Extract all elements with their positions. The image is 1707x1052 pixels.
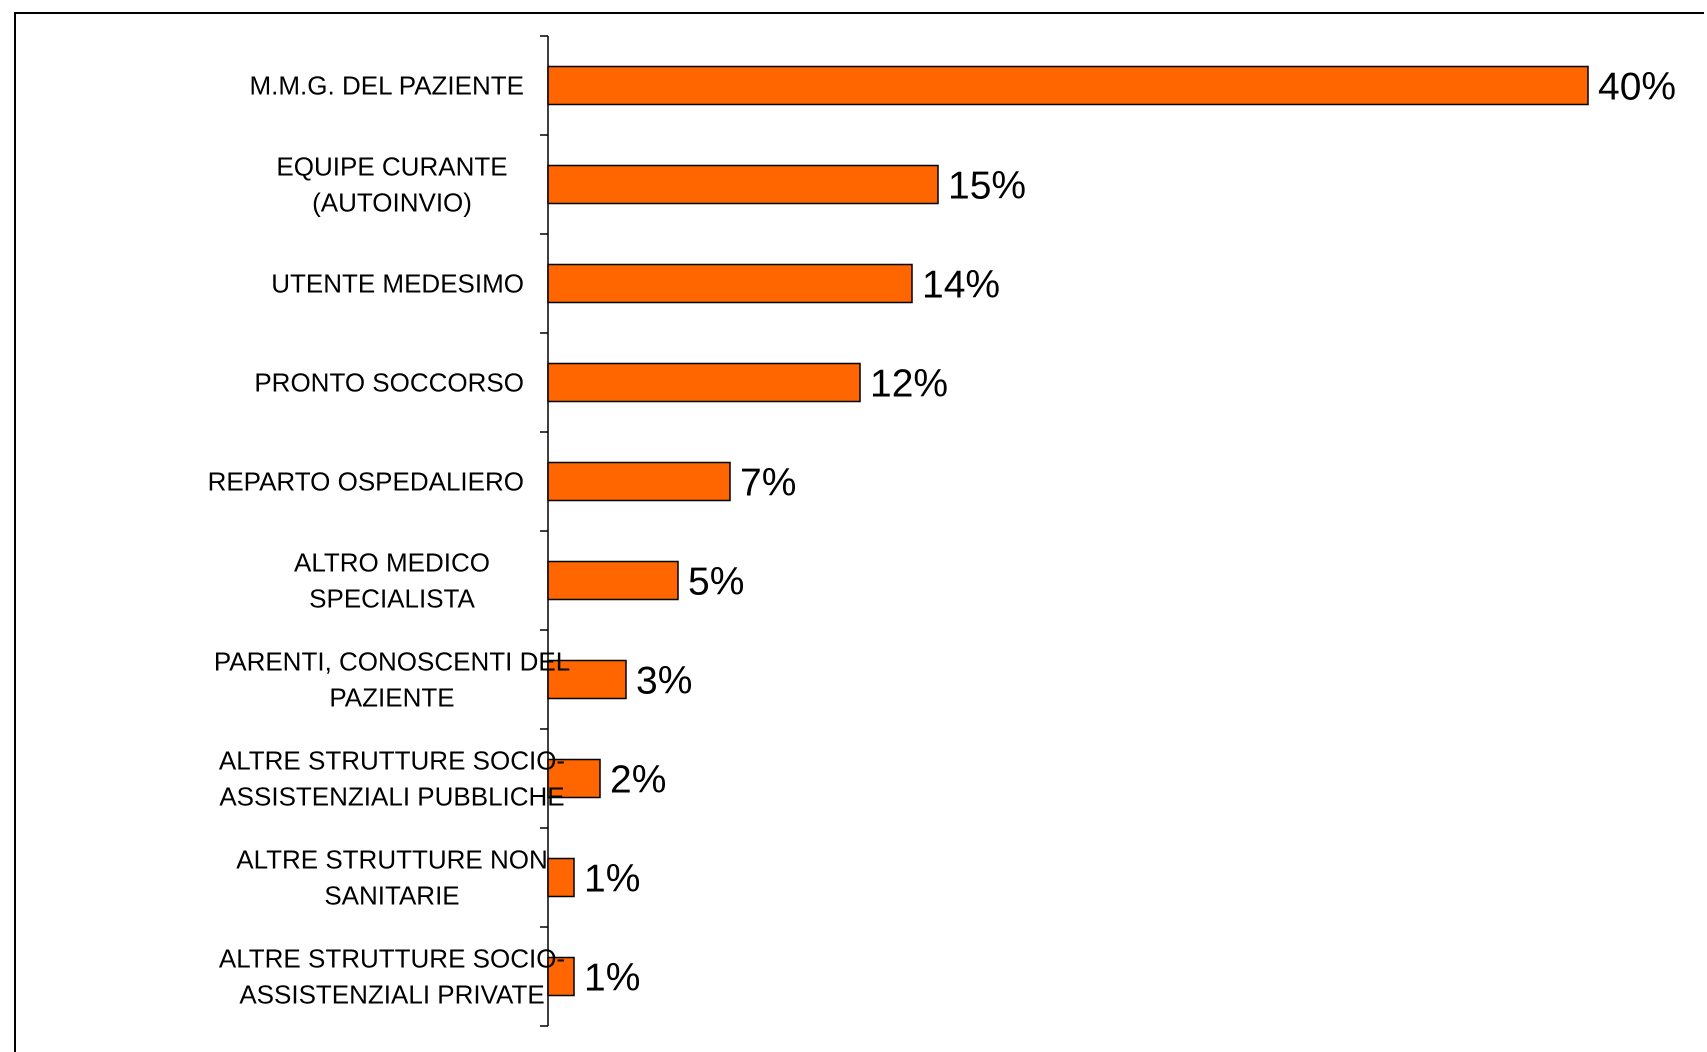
category-label: PRONTO SOCCORSO <box>254 368 524 398</box>
bar <box>547 362 861 403</box>
category-label: M.M.G. DEL PAZIENTE <box>250 71 524 101</box>
category-label: ALTRO MEDICO <box>294 548 490 578</box>
data-label: 40% <box>1598 66 1676 109</box>
category-label: UTENTE MEDESIMO <box>271 269 524 299</box>
category-label: PARENTI, CONOSCENTI DEL <box>214 647 570 677</box>
category-label: (AUTOINVIO) <box>312 188 472 218</box>
data-label: 3% <box>636 660 692 703</box>
category-label: SPECIALISTA <box>309 584 475 614</box>
data-label: 7% <box>740 462 796 505</box>
data-label: 1% <box>584 957 640 1000</box>
category-label: PAZIENTE <box>329 683 454 713</box>
bar <box>547 164 939 205</box>
data-label: 5% <box>688 561 744 604</box>
category-label: ALTRE STRUTTURE NON <box>236 845 548 875</box>
bar <box>547 659 627 700</box>
data-label: 2% <box>610 759 666 802</box>
category-label: ASSISTENZIALI PRIVATE <box>239 980 544 1010</box>
category-label: ALTRE STRUTTURE SOCIO- <box>219 944 565 974</box>
data-label: 14% <box>922 264 1000 307</box>
data-label: 12% <box>870 363 948 406</box>
category-label: EQUIPE CURANTE <box>276 152 507 182</box>
category-label: ASSISTENZIALI PUBBLICHE <box>219 782 564 812</box>
bar <box>547 461 731 502</box>
bar <box>547 263 913 304</box>
bar <box>547 560 679 601</box>
category-label: ALTRE STRUTTURE SOCIO- <box>219 746 565 776</box>
bar <box>547 956 575 997</box>
category-label: SANITARIE <box>324 881 459 911</box>
chart-frame <box>14 12 1704 1052</box>
data-label: 15% <box>948 165 1026 208</box>
bar <box>547 65 1589 106</box>
data-label: 1% <box>584 858 640 901</box>
bar <box>547 758 601 799</box>
category-label: REPARTO OSPEDALIERO <box>208 467 524 497</box>
bar <box>547 857 575 898</box>
